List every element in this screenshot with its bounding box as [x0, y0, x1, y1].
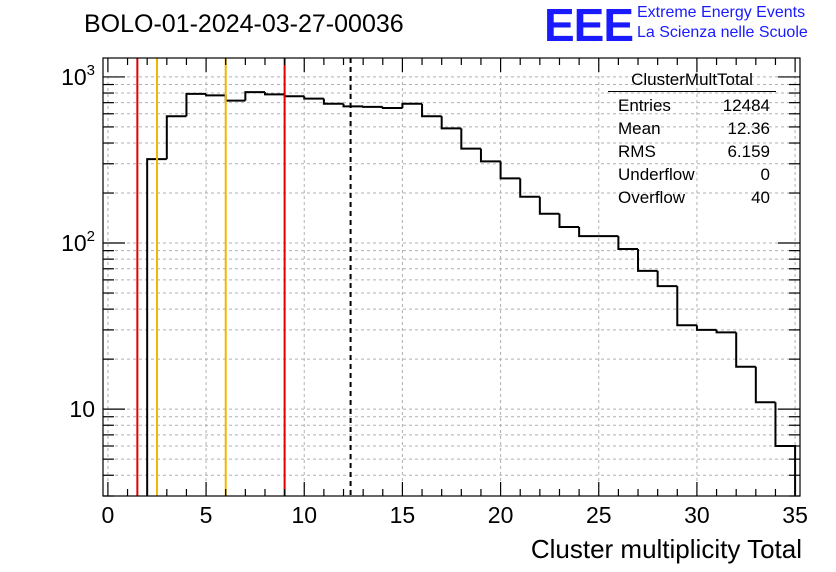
y-tick-label: 102	[61, 228, 95, 256]
grid-lines	[103, 58, 800, 497]
histogram-bin	[754, 366, 776, 404]
stats-label: Underflow	[618, 165, 695, 184]
histogram-bin	[303, 96, 324, 100]
logo-line-1: Extreme Energy Events	[637, 4, 806, 21]
logo-line-2: La Scienza nelle Scuole	[637, 24, 808, 41]
stats-row-rms: RMS 6.159	[608, 140, 776, 163]
histogram-bin	[185, 92, 207, 117]
stats-label: Mean	[618, 119, 661, 138]
stats-value: 0	[760, 165, 770, 184]
histogram-bin	[205, 93, 226, 97]
x-tick-label: 10	[291, 502, 317, 528]
stats-row-overflow: Overflow 40	[608, 186, 776, 209]
stats-box: ClusterMultTotal Entries 12484 Mean 12.3…	[608, 70, 776, 209]
histogram-bin	[381, 106, 403, 110]
histogram-bin	[538, 196, 560, 215]
histogram-bin	[695, 325, 717, 331]
x-tick-label: 5	[200, 502, 213, 528]
plot-frame	[102, 57, 801, 497]
histogram-bin	[558, 213, 580, 228]
histogram-bin	[244, 91, 265, 101]
stats-row-entries: Entries 12484	[608, 94, 776, 117]
histogram-bin	[715, 329, 737, 334]
stats-row-mean: Mean 12.36	[608, 117, 776, 140]
x-tick-label: 35	[782, 502, 808, 528]
stats-title: ClusterMultTotal	[608, 70, 776, 92]
stats-label: Overflow	[618, 188, 686, 207]
stats-value: 12.36	[727, 119, 770, 138]
histogram-bin	[735, 332, 756, 368]
histogram-bin	[362, 105, 383, 108]
marker-lines	[136, 58, 352, 496]
histogram-bin	[283, 94, 305, 98]
stats-value: 40	[751, 188, 770, 207]
histogram-bin	[263, 92, 285, 96]
stats-row-underflow: Underflow 0	[608, 163, 776, 186]
histogram-bin	[656, 270, 678, 288]
stats-value: 12484	[722, 96, 770, 115]
stats-label: RMS	[618, 142, 656, 161]
histogram-bin	[774, 402, 797, 496]
x-tick-label: 25	[586, 502, 612, 528]
eee-logo: EEE	[544, 0, 634, 51]
histogram-bin	[165, 115, 187, 160]
histogram-bin	[479, 148, 501, 163]
x-axis-label: Cluster multiplicity Total	[530, 534, 802, 564]
histogram-bin	[322, 98, 344, 105]
histogram-bin	[499, 161, 521, 180]
histogram-bin	[519, 178, 540, 198]
histogram-bin	[578, 226, 599, 238]
histogram-bin	[224, 95, 246, 102]
histogram-bars	[146, 91, 797, 496]
stats-value: 6.159	[727, 142, 770, 161]
histogram-bin	[421, 103, 442, 118]
histogram-bin	[460, 128, 481, 150]
axes: 0 5 10 15 20 25 30 35 10 102 103	[61, 58, 808, 528]
histogram-bin	[342, 103, 364, 108]
x-tick-label: 0	[102, 502, 115, 528]
histogram-bin	[617, 236, 639, 251]
histogram-bin	[146, 158, 167, 496]
x-tick-label: 20	[488, 502, 514, 528]
y-tick-label: 103	[61, 62, 95, 90]
histogram-bin	[676, 286, 697, 327]
y-tick-label: 10	[69, 396, 95, 422]
x-tick-label: 30	[684, 502, 710, 528]
chart-title: BOLO-01-2024-03-27-00036	[84, 10, 404, 38]
stats-label: Entries	[618, 96, 671, 115]
histogram-bin	[637, 249, 658, 272]
histogram-bin	[401, 102, 423, 109]
x-tick-label: 15	[390, 502, 416, 528]
histogram-bin	[440, 116, 462, 130]
